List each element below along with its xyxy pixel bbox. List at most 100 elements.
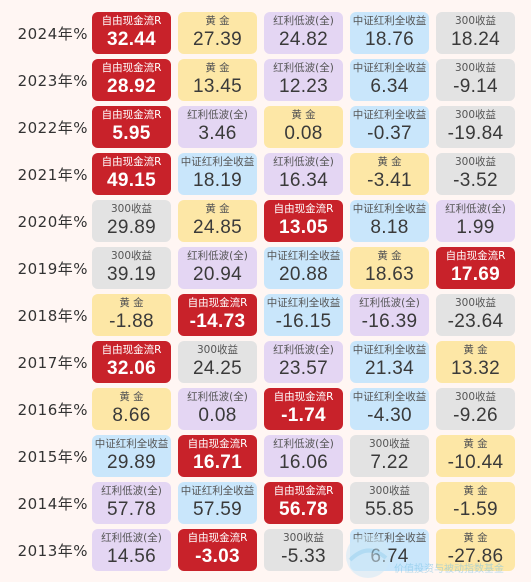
index-name: 300收益 [454, 391, 497, 403]
return-cell: 黄 金 0.08 [264, 106, 343, 148]
return-cell: 红利低波(全) 14.56 [92, 529, 171, 571]
return-value: 21.34 [364, 358, 415, 379]
year-label: 2022年% [17, 118, 88, 137]
index-name: 黄 金 [377, 250, 402, 262]
index-name: 黄 金 [463, 344, 488, 356]
index-name: 红利低波(全) [101, 532, 162, 544]
return-cell: 黄 金 27.39 [178, 12, 257, 54]
return-value: 6.74 [370, 546, 409, 567]
return-value: 17.69 [450, 264, 501, 285]
return-value: 13.32 [450, 358, 501, 379]
return-value: 32.06 [106, 358, 157, 379]
index-name: 中证红利全收益 [94, 438, 169, 450]
return-cell: 中证红利全收益 6.74 [350, 529, 429, 571]
index-name: 黄 金 [205, 62, 230, 74]
index-name: 300收益 [454, 62, 497, 74]
index-name: 红利低波(全) [187, 391, 248, 403]
return-cell: 自由现金流R 32.06 [92, 341, 171, 383]
index-name: 自由现金流R [101, 109, 162, 121]
year-label: 2023年% [17, 71, 88, 90]
index-name: 自由现金流R [273, 391, 334, 403]
return-cell: 300收益 55.85 [350, 482, 429, 524]
return-cell: 黄 金 13.32 [436, 341, 515, 383]
return-cell: 自由现金流R -1.74 [264, 388, 343, 430]
return-cell: 自由现金流R 56.78 [264, 482, 343, 524]
index-name: 黄 金 [205, 15, 230, 27]
index-name: 中证红利全收益 [180, 156, 255, 168]
return-value: 32.44 [106, 29, 157, 50]
return-value: 12.23 [278, 76, 329, 97]
return-cell: 中证红利全收益 6.34 [350, 59, 429, 101]
index-name: 红利低波(全) [187, 109, 248, 121]
index-name: 黄 金 [463, 438, 488, 450]
return-value: -3.52 [453, 170, 498, 191]
return-cell: 自由现金流R -3.03 [178, 529, 257, 571]
return-cell: 红利低波(全) 0.08 [178, 388, 257, 430]
return-value: 20.88 [278, 264, 329, 285]
return-cell: 红利低波(全) 23.57 [264, 341, 343, 383]
index-name: 中证红利全收益 [352, 344, 427, 356]
return-value: -9.26 [453, 405, 498, 426]
return-cell: 红利低波(全) 20.94 [178, 247, 257, 289]
return-value: 16.71 [192, 452, 243, 473]
return-cell: 黄 金 -3.41 [350, 153, 429, 195]
index-name: 红利低波(全) [273, 15, 334, 27]
return-value: 56.78 [278, 499, 329, 520]
index-name: 中证红利全收益 [352, 109, 427, 121]
return-value: 18.76 [364, 29, 415, 50]
return-cell: 红利低波(全) 3.46 [178, 106, 257, 148]
index-name: 300收益 [196, 344, 239, 356]
return-value: 29.89 [106, 452, 157, 473]
return-value: -1.74 [281, 405, 326, 426]
return-value: 5.95 [112, 123, 151, 144]
return-value: 39.19 [106, 264, 157, 285]
return-value: 29.89 [106, 217, 157, 238]
year-label: 2017年% [17, 353, 88, 372]
index-name: 中证红利全收益 [352, 532, 427, 544]
year-label: 2013年% [17, 541, 88, 560]
return-cell: 黄 金 24.85 [178, 200, 257, 242]
return-cell: 300收益 29.89 [92, 200, 171, 242]
return-cell: 自由现金流R 16.71 [178, 435, 257, 477]
index-name: 300收益 [282, 532, 325, 544]
index-name: 中证红利全收益 [266, 297, 341, 309]
return-cell: 中证红利全收益 8.18 [350, 200, 429, 242]
return-cell: 300收益 -9.26 [436, 388, 515, 430]
index-name: 自由现金流R [101, 62, 162, 74]
return-cell: 300收益 7.22 [350, 435, 429, 477]
return-cell: 黄 金 13.45 [178, 59, 257, 101]
index-name: 自由现金流R [273, 203, 334, 215]
return-value: -4.30 [367, 405, 412, 426]
index-name: 300收益 [454, 156, 497, 168]
return-cell: 中证红利全收益 57.59 [178, 482, 257, 524]
index-name: 黄 金 [205, 203, 230, 215]
year-label: 2019年% [17, 259, 88, 278]
return-value: 27.39 [192, 29, 243, 50]
return-value: -9.14 [453, 76, 498, 97]
return-value: 0.08 [284, 123, 323, 144]
index-name: 自由现金流R [101, 15, 162, 27]
return-value: -0.37 [367, 123, 412, 144]
return-cell: 红利低波(全) 24.82 [264, 12, 343, 54]
return-cell: 黄 金 -1.59 [436, 482, 515, 524]
return-cell: 红利低波(全) 16.06 [264, 435, 343, 477]
index-name: 300收益 [110, 203, 153, 215]
return-value: -23.64 [447, 311, 504, 332]
return-cell: 黄 金 8.66 [92, 388, 171, 430]
return-cell: 中证红利全收益 20.88 [264, 247, 343, 289]
index-name: 红利低波(全) [273, 156, 334, 168]
index-name: 自由现金流R [187, 297, 248, 309]
return-cell: 中证红利全收益 -4.30 [350, 388, 429, 430]
return-cell: 自由现金流R 13.05 [264, 200, 343, 242]
return-value: 0.08 [198, 405, 237, 426]
return-value: -16.15 [275, 311, 332, 332]
return-cell: 自由现金流R 17.69 [436, 247, 515, 289]
year-label: 2016年% [17, 400, 88, 419]
index-name: 300收益 [110, 250, 153, 262]
index-name: 自由现金流R [101, 344, 162, 356]
index-name: 黄 金 [463, 485, 488, 497]
return-cell: 自由现金流R 28.92 [92, 59, 171, 101]
return-cell: 红利低波(全) 12.23 [264, 59, 343, 101]
return-cell: 中证红利全收益 18.19 [178, 153, 257, 195]
return-value: -16.39 [361, 311, 418, 332]
